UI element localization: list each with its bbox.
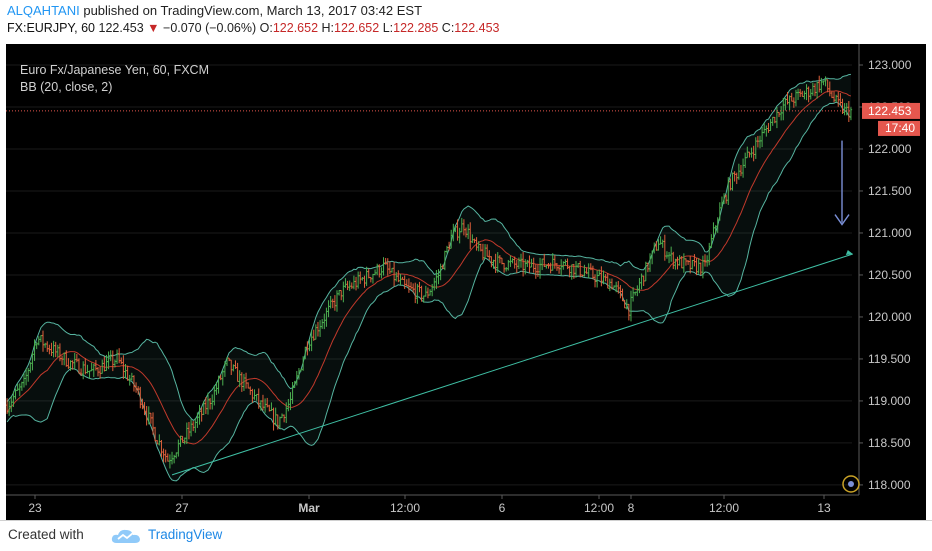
candle bbox=[849, 107, 853, 121]
candle bbox=[384, 257, 387, 265]
close-label: C: bbox=[441, 21, 455, 35]
price-tags: 122.453 17:40 bbox=[842, 102, 920, 493]
last-price-tag-label: 122.453 bbox=[868, 104, 912, 118]
open-value: 122.652 bbox=[272, 21, 319, 35]
time-tick-label: 8 bbox=[628, 501, 635, 515]
instrument-label: Euro Fx/Japanese Yen, 60, FXCM bbox=[20, 63, 209, 77]
candles bbox=[6, 75, 853, 469]
gear-icon-center bbox=[848, 481, 854, 487]
time-tick-label: 23 bbox=[28, 501, 42, 515]
time-tick-label: 6 bbox=[499, 501, 506, 515]
last-price-tag bbox=[862, 102, 920, 119]
bollinger-bands bbox=[6, 73, 852, 482]
trendline-arrowhead-icon bbox=[845, 249, 853, 255]
annotations bbox=[6, 110, 853, 476]
price-tick-label: 118.000 bbox=[868, 478, 911, 492]
countdown-tag-label: 17:40 bbox=[885, 121, 915, 135]
chart-area[interactable]: Euro Fx/Japanese Yen, 60, FXCM BB (20, c… bbox=[6, 44, 926, 520]
time-tick-label: 12:00 bbox=[390, 501, 420, 515]
price-tick-label: 123.000 bbox=[868, 58, 912, 72]
symbol-label: FX:EURJPY, 60 bbox=[7, 21, 96, 35]
price-tick-label: 122.000 bbox=[868, 142, 912, 156]
basis-line bbox=[6, 90, 852, 445]
low-value: 122.285 bbox=[393, 21, 439, 35]
symbol-header: FX:EURJPY, 60 122.453 ▼ −0.070 (−0.06%) … bbox=[7, 21, 499, 35]
down-arrow-icon bbox=[834, 214, 850, 226]
price-chart[interactable]: Euro Fx/Japanese Yen, 60, FXCM BB (20, c… bbox=[6, 44, 926, 520]
last-price: 122.453 bbox=[98, 21, 144, 35]
price-tick-label: 119.000 bbox=[868, 394, 911, 408]
open-label: O: bbox=[259, 21, 273, 35]
upper-band bbox=[6, 73, 851, 422]
time-tick-label: 27 bbox=[175, 501, 189, 515]
time-tick-label: 13 bbox=[817, 501, 831, 515]
price-change: −0.070 (−0.06%) bbox=[163, 21, 257, 35]
high-value: 122.652 bbox=[334, 21, 380, 35]
footer: Created with TradingView bbox=[0, 520, 932, 551]
close-value: 122.453 bbox=[454, 21, 500, 35]
price-tick-label: 120.000 bbox=[868, 310, 912, 324]
time-tick-label: 12:00 bbox=[584, 501, 614, 515]
down-arrow-icon: ▼ bbox=[147, 21, 160, 35]
price-tick-label: 118.500 bbox=[868, 436, 911, 450]
time-tick-label: 12:00 bbox=[709, 501, 739, 515]
time-tick-label: Mar bbox=[298, 501, 320, 515]
time-axis: 23 27 Mar 12:00 6 12:00 8 12:00 13 bbox=[28, 495, 831, 515]
band-fill bbox=[7, 74, 851, 481]
published-text: published on TradingView.com, March 13, … bbox=[83, 3, 423, 18]
support-trendline bbox=[171, 253, 853, 476]
tradingview-cloud-icon[interactable] bbox=[110, 527, 142, 545]
grid-lines bbox=[6, 64, 852, 486]
high-label: H: bbox=[321, 21, 335, 35]
price-tick-label: 120.500 bbox=[868, 268, 912, 282]
price-tick-label: 119.500 bbox=[868, 352, 911, 366]
price-axis: 118.000 118.500 119.000 119.500 120.000 120.5… bbox=[859, 58, 912, 492]
tradingview-brand[interactable]: TradingView bbox=[148, 527, 223, 542]
countdown-tag bbox=[878, 120, 920, 136]
publish-header: ALQAHTANI published on TradingView.com, … bbox=[7, 3, 422, 18]
gear-icon bbox=[842, 475, 860, 493]
low-label: L: bbox=[382, 21, 394, 35]
price-tick-label: 121.000 bbox=[868, 226, 912, 240]
indicator-label[interactable]: BB (20, close, 2) bbox=[20, 80, 112, 94]
author-name[interactable]: ALQAHTANI bbox=[7, 3, 80, 18]
time-axis-bg bbox=[6, 495, 926, 520]
created-with-text: Created with bbox=[8, 527, 84, 542]
price-tick-label: 121.500 bbox=[868, 184, 912, 198]
